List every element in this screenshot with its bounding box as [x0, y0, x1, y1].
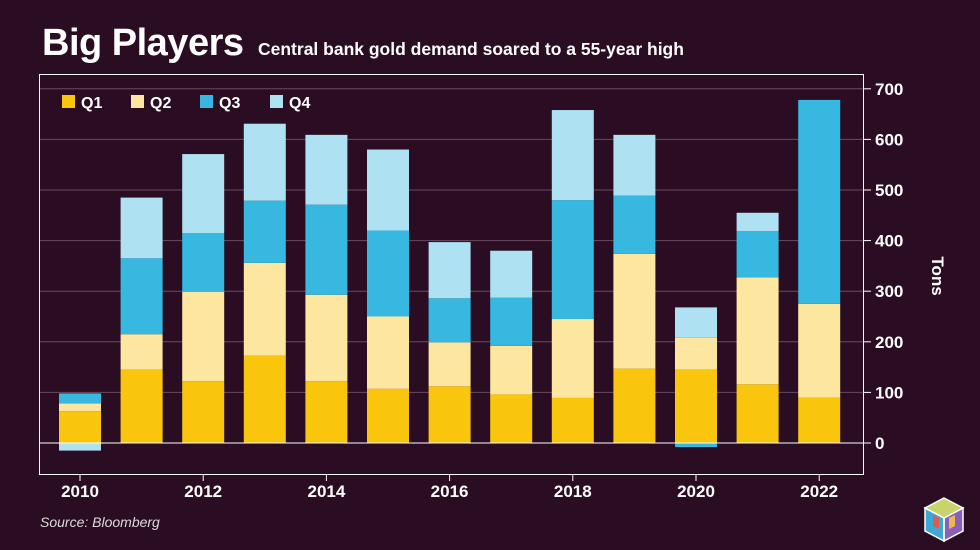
legend-label-q4: Q4 — [289, 95, 310, 112]
bar-2012-q1 — [182, 381, 225, 443]
bar-2015-q3 — [367, 230, 409, 317]
x-tick-label-2016: 2016 — [431, 482, 469, 501]
bar-2018-q2 — [551, 319, 594, 398]
bar-2011-q3 — [120, 258, 163, 335]
legend-swatch-q3 — [200, 95, 213, 108]
chart-title: Big Players — [42, 22, 244, 64]
bar-2011-q2 — [120, 334, 163, 370]
bar-2016-q4 — [428, 242, 471, 299]
bar-2013-q3 — [243, 200, 286, 263]
y-tick-label-300: 300 — [875, 282, 903, 301]
source-note: Source: Bloomberg — [40, 514, 160, 530]
bar-2016-q1 — [428, 386, 471, 443]
bar-2022-q1 — [798, 397, 841, 443]
bar-2014-q1 — [305, 381, 348, 443]
legend-label-q3: Q3 — [219, 95, 240, 112]
bar-2020-q1 — [675, 369, 717, 443]
bar-2017-q3 — [490, 297, 533, 346]
y-tick-label-700: 700 — [875, 80, 903, 99]
x-tick-label-2010: 2010 — [61, 482, 99, 501]
bar-2018-q4 — [551, 110, 594, 201]
y-tick-label-400: 400 — [875, 232, 903, 251]
bar-2017-q1 — [490, 394, 533, 443]
cube-logo-icon — [923, 497, 965, 543]
bar-2015-q2 — [367, 316, 409, 389]
y-axis-label: Tons — [928, 256, 947, 295]
bar-2010-q3 — [59, 393, 101, 404]
bar-2016-q2 — [428, 342, 471, 387]
bar-2010-q2 — [59, 403, 101, 412]
bar-2012-q4 — [182, 154, 225, 234]
bar-2022-q2 — [798, 303, 841, 398]
bar-2017-q2 — [490, 345, 533, 395]
bar-2019-q2 — [613, 253, 656, 369]
bar-2016-q3 — [428, 298, 471, 343]
y-tick-label-500: 500 — [875, 181, 903, 200]
bar-2014-q3 — [305, 204, 348, 295]
plot-frame — [39, 74, 864, 475]
bar-2021-q3 — [736, 230, 779, 278]
legend-swatch-q4 — [270, 95, 283, 108]
bar-2021-q1 — [736, 384, 779, 443]
x-tick-label-2012: 2012 — [184, 482, 222, 501]
bar-2011-q1 — [120, 369, 163, 443]
bar-2013-q2 — [243, 262, 286, 356]
bar-2012-q3 — [182, 233, 225, 292]
bar-2011-q4 — [120, 197, 163, 259]
legend-swatch-q1 — [62, 95, 75, 108]
bar-2017-q4 — [490, 250, 533, 298]
x-tick-label-2018: 2018 — [554, 482, 592, 501]
bar-2012-q2 — [182, 291, 225, 382]
bar-2015-q1 — [367, 388, 409, 443]
x-tick-label-2020: 2020 — [677, 482, 715, 501]
y-tick-label-0: 0 — [875, 434, 884, 453]
bar-2019-q3 — [613, 195, 656, 254]
bar-2022-q3 — [798, 99, 841, 304]
chart-subtitle: Central bank gold demand soared to a 55-… — [258, 39, 684, 59]
x-tick-label-2014: 2014 — [307, 482, 345, 501]
bar-2020-q4 — [675, 307, 717, 338]
bar-2018-q3 — [551, 200, 594, 320]
legend-swatch-q2 — [131, 95, 144, 108]
y-tick-label-200: 200 — [875, 333, 903, 352]
legend-label-q1: Q1 — [81, 95, 102, 112]
bar-2019-q1 — [613, 368, 656, 443]
y-tick-label-600: 600 — [875, 130, 903, 149]
bar-2019-q4 — [613, 134, 656, 196]
bar-2018-q1 — [551, 397, 594, 443]
bar-2020-q3 — [675, 443, 717, 448]
bar-2020-q2 — [675, 337, 717, 370]
bar-2010-q4 — [59, 443, 101, 451]
legend-label-q2: Q2 — [150, 95, 171, 112]
bar-2014-q2 — [305, 294, 348, 382]
y-tick-label-100: 100 — [875, 383, 903, 402]
bar-2021-q2 — [736, 277, 779, 385]
bar-2015-q4 — [367, 149, 409, 231]
bar-2013-q4 — [243, 123, 286, 201]
bar-2013-q1 — [243, 355, 286, 443]
bar-2014-q4 — [305, 134, 348, 205]
bar-2021-q4 — [736, 212, 779, 231]
bar-2010-q1 — [59, 411, 101, 443]
x-tick-label-2022: 2022 — [800, 482, 838, 501]
